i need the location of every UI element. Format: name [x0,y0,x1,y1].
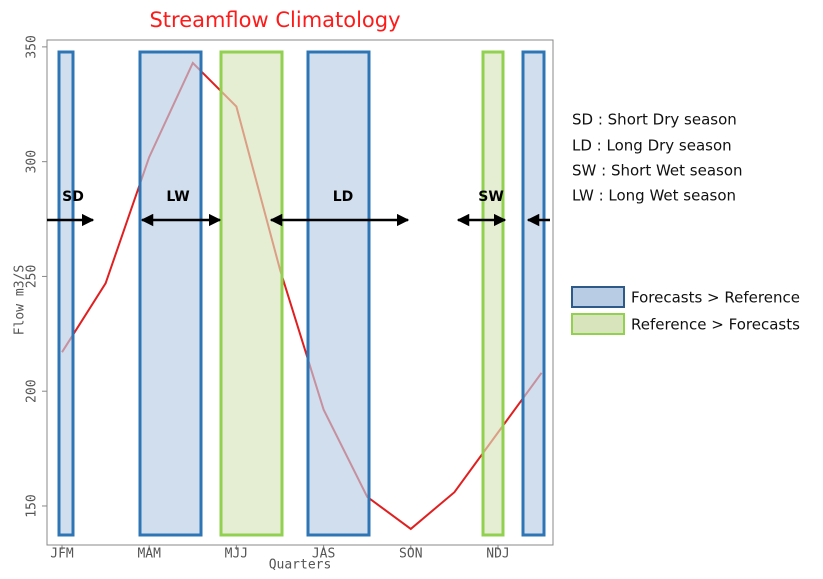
legend-label: Forecasts > Reference [631,289,800,307]
box [521,50,546,537]
plot-frame [46,39,554,546]
legend-swatch [571,286,625,308]
legend-swatch [571,313,625,335]
box [306,50,371,537]
x-tick-label: SON [399,547,422,562]
box [138,50,203,537]
x-tick-label: NDJ [486,547,509,562]
x-tick-label: MJJ [225,547,248,562]
line [61,61,543,531]
box [57,50,75,537]
definition: LD : Long Dry season [572,137,732,155]
box [219,50,284,537]
y-tick-label: 300 [25,150,40,173]
definition: SD : Short Dry season [572,111,737,129]
x-tick-label: JAS [312,547,335,562]
x-axis-label: Quarters [269,558,332,573]
definition: SW : Short Wet season [572,162,743,180]
highlight-boxes [57,50,546,537]
season-label: LD [333,189,354,205]
x-tick-label: JFM [50,547,74,562]
season-label: LW [166,189,189,205]
y-tick-label: 250 [25,265,40,288]
x-tick-label: MAM [137,547,161,562]
season-label: SW [478,189,504,205]
y-tick-label: 150 [25,494,40,517]
y-axis-label: Flow m3/S [13,265,28,335]
legend-label: Reference > Forecasts [631,316,800,334]
definition: LW : Long Wet season [572,187,736,205]
chart-title: Streamflow Climatology [149,8,400,32]
season-label: SD [62,189,84,205]
y-tick-label: 350 [25,35,40,58]
y-tick-label: 200 [25,379,40,402]
box [481,50,505,537]
